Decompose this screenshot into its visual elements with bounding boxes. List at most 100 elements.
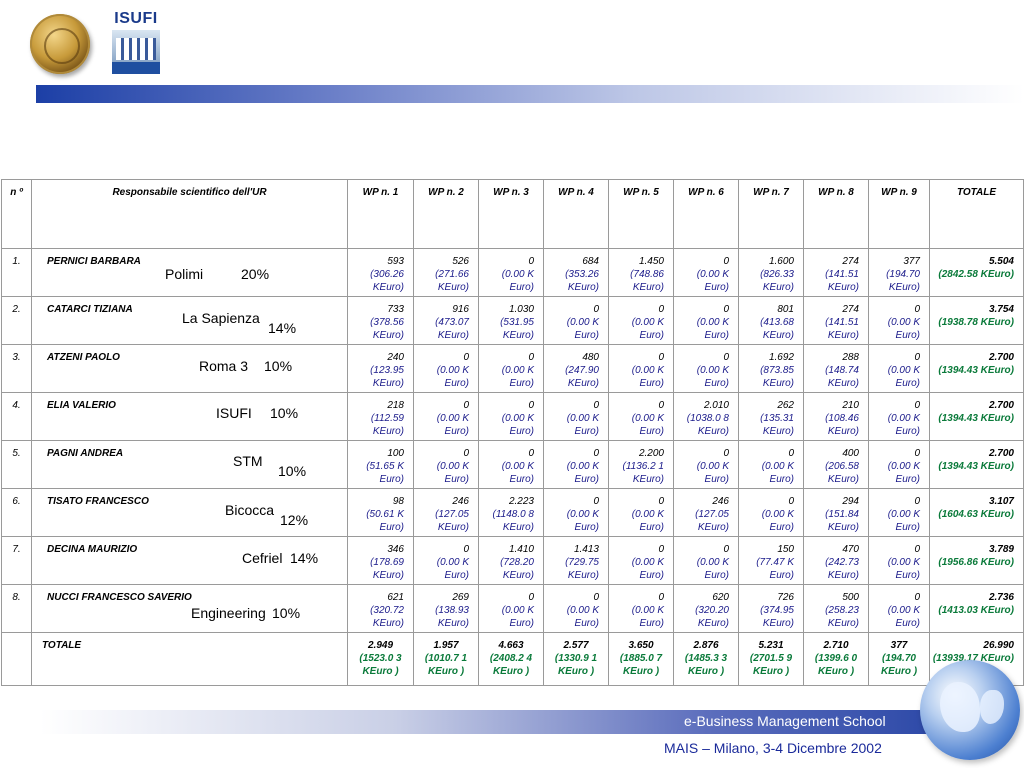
wp-cell: 246 (127.05 KEuro) [673, 488, 739, 537]
wp-keuro: (374.95 KEuro) [760, 605, 794, 629]
wp-keuro: (271.66 KEuro) [435, 269, 469, 293]
wp-keuro: (0.00 K Euro) [887, 605, 920, 629]
wp-value: 346 [387, 544, 404, 555]
wp-cell: 0 (0.00 K Euro) [478, 392, 544, 441]
wp-cell: 0 (0.00 K Euro) [673, 440, 739, 489]
wp-keuro: (0.00 K Euro) [566, 317, 599, 341]
wp-total-keuro: (1330.9 1 KEuro ) [554, 653, 598, 677]
wp-value: 0 [914, 352, 920, 363]
wp-value: 916 [452, 304, 469, 315]
header-wp: WP n. 2 [413, 179, 479, 249]
wp-keuro: (258.23 KEuro) [825, 605, 859, 629]
wp-cell: 726 (374.95 KEuro) [738, 584, 804, 633]
institution-name: Engineering [191, 605, 266, 621]
institution-share: 10% [270, 405, 299, 421]
wp-value: 0 [658, 304, 664, 315]
wp-cell: 0 (0.00 K Euro) [413, 392, 479, 441]
wp-value: 1.600 [768, 256, 794, 267]
wp-value: 733 [387, 304, 404, 315]
wp-cell: 1.410 (728.20 KEuro) [478, 536, 544, 585]
wp-value: 0 [723, 352, 729, 363]
institution-share: 10% [278, 463, 307, 479]
wp-keuro: (0.00 K Euro) [436, 557, 469, 581]
wp-keuro: (0.00 K Euro) [501, 269, 534, 293]
wp-value: 240 [387, 352, 404, 363]
wp-total-keuro: (1010.7 1 KEuro ) [424, 653, 468, 677]
wp-cell: 1.450 (748.86 KEuro) [608, 248, 674, 297]
wp-cell: 0 (0.00 K Euro) [608, 344, 674, 393]
wp-cell: 377 (194.70 KEuro) [868, 248, 930, 297]
wp-keuro: (748.86 KEuro) [630, 269, 664, 293]
wp-keuro: (141.51 KEuro) [825, 317, 859, 341]
wp-value: 1.413 [573, 544, 599, 555]
wp-value: 0 [528, 592, 534, 603]
wp-value: 269 [452, 592, 469, 603]
wp-value: 726 [777, 592, 794, 603]
institution-share: 20% [241, 266, 270, 282]
responsabile-cell: ATZENI PAOLO Roma 3 10% [31, 344, 348, 393]
wp-value: 218 [387, 400, 404, 411]
wp-keuro: (112.59 KEuro) [370, 413, 404, 437]
row-total-cell: 2.700 (1394.43 KEuro) [929, 392, 1024, 441]
wp-value: 98 [392, 496, 404, 507]
wp-cell: 246 (127.05 KEuro) [413, 488, 479, 537]
wp-keuro: (247.90 KEuro) [565, 365, 599, 389]
wp-value: 0 [528, 400, 534, 411]
person-name: DECINA MAURIZIO [47, 544, 138, 555]
wp-keuro: (151.84 KEuro) [825, 509, 859, 533]
institution-name: La Sapienza [182, 310, 260, 326]
wp-value: 0 [593, 592, 599, 603]
wp-keuro: (826.33 KEuro) [760, 269, 794, 293]
wp-keuro: (473.07 KEuro) [435, 317, 469, 341]
wp-total-value: 2.876 [693, 640, 719, 651]
institution-share: 14% [290, 550, 319, 566]
wp-value: 1.030 [508, 304, 534, 315]
wp-keuro: (178.69 KEuro) [370, 557, 404, 581]
wp-cell: 0 (0.00 K Euro) [868, 344, 930, 393]
row-number: 1. [1, 248, 32, 297]
wp-cell: 593 (306.26 KEuro) [347, 248, 414, 297]
totals-row: TOTALE 2.949 (1523.0 3 KEuro ) 1.957 (1010.7… [1, 632, 1024, 686]
header-n: n º [1, 179, 32, 249]
wp-cell: 0 (0.00 K Euro) [608, 584, 674, 633]
header-wp: WP n. 3 [478, 179, 544, 249]
row-total-cell: 5.504 (2842.58 KEuro) [929, 248, 1024, 297]
wp-total-keuro: (1523.0 3 KEuro ) [359, 653, 402, 677]
wp-total-keuro: (2408.2 4 KEuro ) [489, 653, 533, 677]
table-row: 4. ELIA VALERIO ISUFI 10% 218 (112.59 KEuro) 0… [1, 392, 1024, 441]
wp-keuro: (0.00 K Euro) [761, 461, 794, 485]
wp-value: 0 [658, 496, 664, 507]
header-wp: WP n. 4 [543, 179, 609, 249]
wp-value: 0 [463, 352, 469, 363]
wp-cell: 0 (0.00 K Euro) [478, 584, 544, 633]
wp-keuro: (138.93 KEuro) [435, 605, 469, 629]
wp-value: 480 [582, 352, 599, 363]
wp-value: 377 [903, 256, 920, 267]
wp-cell: 2.200 (1136.2 1 KEuro) [608, 440, 674, 489]
wp-total-cell: 4.663 (2408.2 4 KEuro ) [478, 632, 544, 686]
wp-value: 526 [452, 256, 469, 267]
responsabile-cell: DECINA MAURIZIO Cefriel 14% [31, 536, 348, 585]
responsabile-cell: ELIA VALERIO ISUFI 10% [31, 392, 348, 441]
wp-value: 400 [842, 448, 859, 459]
isufi-logo-image [112, 30, 160, 74]
row-number: 8. [1, 584, 32, 633]
row-total-cell: 3.107 (1604.63 KEuro) [929, 488, 1024, 537]
wp-cell: 269 (138.93 KEuro) [413, 584, 479, 633]
wp-keuro: (320.20 KEuro) [695, 605, 729, 629]
wp-value: 1.450 [638, 256, 664, 267]
wp-value: 2.223 [508, 496, 534, 507]
wp-cell: 0 (0.00 K Euro) [478, 344, 544, 393]
wp-keuro: (0.00 K Euro) [566, 605, 599, 629]
wp-keuro: (728.20 KEuro) [500, 557, 534, 581]
wp-cell: 0 (0.00 K Euro) [608, 392, 674, 441]
person-name: TISATO FRANCESCO [47, 496, 149, 507]
wp-keuro: (1148.0 8 KEuro) [492, 509, 534, 533]
wp-keuro: (378.56 KEuro) [370, 317, 404, 341]
isufi-logo: ISUFI [110, 10, 162, 76]
wp-cell: 100 (51.65 K Euro) [347, 440, 414, 489]
person-name: ELIA VALERIO [47, 400, 116, 411]
wp-value: 0 [914, 496, 920, 507]
wp-cell: 0 (0.00 K Euro) [673, 248, 739, 297]
totals-label: TOTALE [31, 632, 348, 686]
